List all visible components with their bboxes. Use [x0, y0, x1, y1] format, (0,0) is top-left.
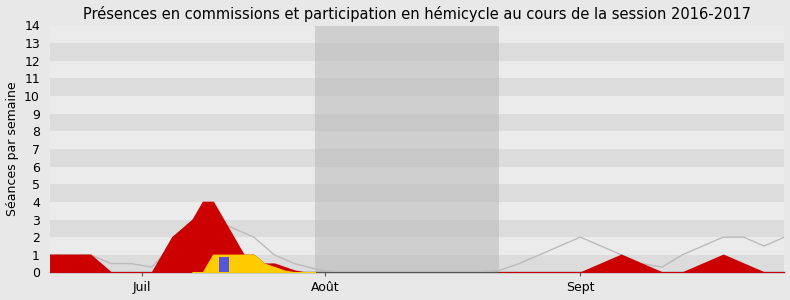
Bar — [315, 78, 498, 96]
Y-axis label: Séances par semaine: Séances par semaine — [6, 82, 18, 216]
Bar — [219, 257, 229, 272]
Bar — [315, 167, 498, 184]
Bar — [50, 78, 784, 96]
Bar — [315, 184, 498, 202]
Bar — [315, 202, 498, 220]
Bar — [50, 220, 784, 237]
Bar — [50, 96, 784, 114]
Bar — [315, 131, 498, 149]
Bar — [315, 96, 498, 114]
Title: Présences en commissions et participation en hémicycle au cours de la session 20: Présences en commissions et participatio… — [83, 6, 751, 22]
Bar — [315, 149, 498, 166]
Bar — [50, 61, 784, 78]
Bar — [315, 26, 498, 43]
Bar — [50, 43, 784, 61]
Bar — [50, 167, 784, 184]
Bar — [315, 114, 498, 131]
Bar — [50, 114, 784, 131]
Bar — [315, 220, 498, 237]
Bar — [50, 149, 784, 166]
Bar — [50, 237, 784, 255]
Bar — [50, 131, 784, 149]
Bar — [315, 43, 498, 61]
Bar — [50, 255, 784, 272]
Bar — [315, 255, 498, 272]
Bar — [50, 202, 784, 220]
Bar — [315, 61, 498, 78]
Bar — [50, 26, 784, 43]
Bar — [315, 237, 498, 255]
Bar — [50, 184, 784, 202]
